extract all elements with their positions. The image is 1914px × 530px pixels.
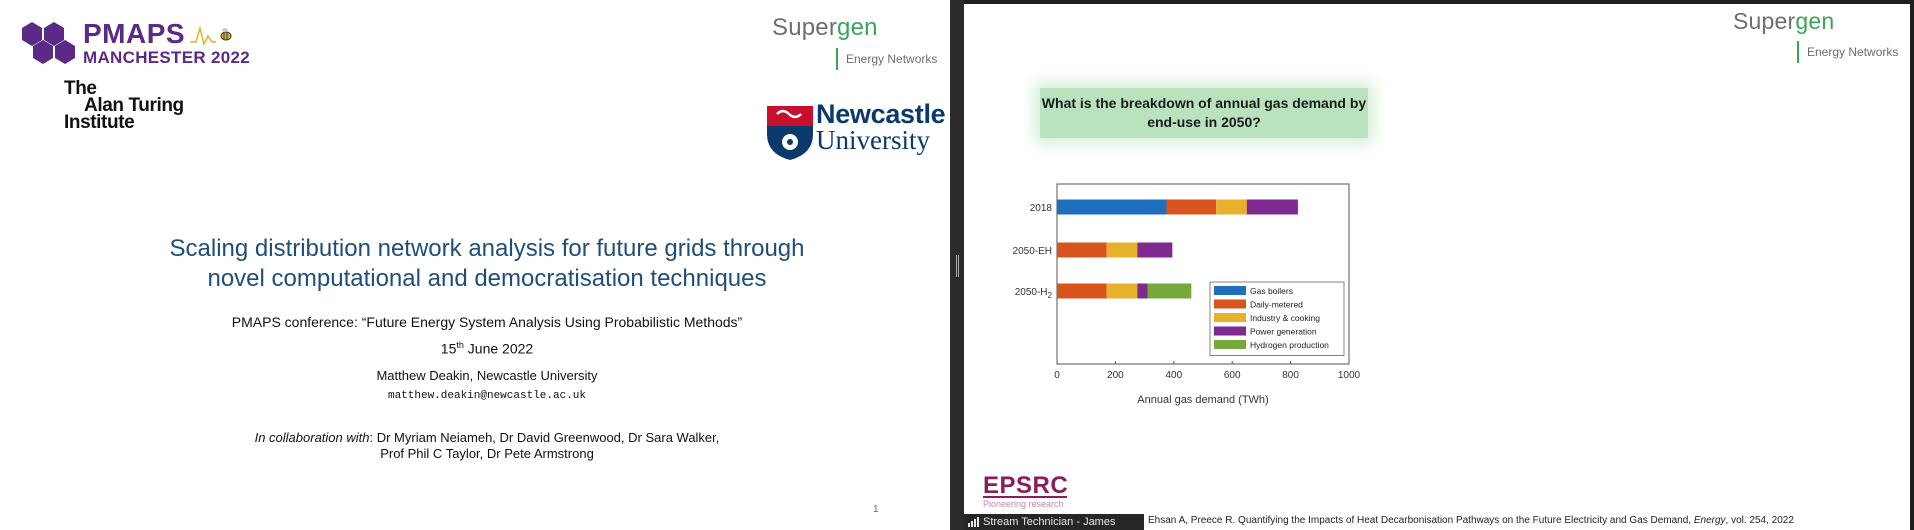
turing-line-1: The: [64, 78, 97, 99]
pmaps-subtitle: MANCHESTER 2022: [83, 48, 250, 67]
legend-label-1: Daily-metered: [1250, 300, 1303, 310]
citation-authors: Ehsan A, Preece R. Quantifying the Impac…: [1148, 515, 1694, 526]
author-email: matthew.deakin@newcastle.ac.uk: [387, 390, 587, 402]
epsrc-underline: [983, 496, 1067, 498]
newcastle-crest-icon: [767, 106, 813, 160]
legend-swatch-1: [1214, 299, 1246, 309]
supergen-wordmark: Supergen: [772, 14, 937, 42]
supergen-logo-right: Supergen Energy Networks: [1733, 8, 1898, 63]
x-axis-label: Annual gas demand (TWh): [1137, 394, 1268, 406]
signal-bars-icon: [968, 517, 979, 527]
bar-2018-series-0: [1057, 199, 1167, 215]
conference-text: PMAPS conference: “Future Energy System …: [231, 314, 743, 330]
collab-line-2: Prof Phil C Taylor, Dr Pete Armstrong: [380, 446, 594, 461]
collab-label: In collaboration with: [254, 430, 370, 445]
x-tick-label-1: 200: [1107, 370, 1124, 381]
legend-label-4: Hydrogen production: [1250, 340, 1329, 350]
supergen-word-gen: gen: [837, 14, 878, 41]
collab-line-1: : Dr Myriam Neiameh, Dr David Greenwood,…: [369, 430, 720, 445]
gas-demand-bar-chart: 2018 2050-EH 2050-H2 0 200 400 600 800 1000 Ann…: [1013, 183, 1361, 406]
supergen-right-word-super: Super: [1733, 8, 1796, 34]
turing-institute-logo: The Alan Turing Institute: [64, 78, 184, 133]
newcastle-line-2: University: [816, 125, 930, 155]
bar-2050H2-series-2: [1106, 283, 1138, 299]
legend-swatch-3: [1214, 326, 1246, 336]
question-banner: What is the breakdown of annual gas dema…: [1040, 88, 1368, 138]
stream-technician-badge[interactable]: Stream Technician - James: [964, 514, 1144, 530]
divider-grip-handle[interactable]: [956, 255, 959, 277]
legend-label-0: Gas boilers: [1250, 286, 1293, 296]
turing-line-3: Institute: [64, 112, 135, 133]
presentation-date: 15th June 2022: [120, 340, 854, 357]
epsrc-logo: EPSRC: [983, 472, 1069, 499]
date-rest: June 2022: [463, 340, 534, 357]
citation-text: Ehsan A, Preece R. Quantifying the Impac…: [1148, 515, 1794, 526]
collaborators-text: In collaboration with: Dr Myriam Neiameh…: [120, 430, 854, 462]
bar-2050EH-series-2: [1106, 242, 1138, 258]
newcastle-line-1: Newcastle: [816, 99, 946, 129]
left-slide: PMAPS MANCHESTER 2022 The Alan Turing In…: [0, 0, 950, 530]
y-tick-label-1: 2050-EH: [1013, 246, 1052, 257]
split-divider[interactable]: [950, 0, 964, 530]
page-number: 1: [873, 504, 879, 515]
supergen-wordmark-right: Supergen: [1733, 8, 1898, 35]
newcastle-university-wordmark: Newcastle University: [816, 99, 946, 155]
stream-technician-label: Stream Technician - James: [983, 516, 1116, 528]
bar-2050EH-series-3: [1137, 242, 1173, 258]
bar-2018-series-2: [1216, 199, 1247, 215]
epsrc-tagline: Pioneering research: [983, 499, 1064, 509]
slide-title: Scaling distribution network analysis fo…: [120, 234, 854, 294]
citation-journal: Energy: [1693, 515, 1726, 526]
x-tick-label-5: 1000: [1338, 370, 1361, 381]
turing-line-2: Alan Turing: [84, 95, 184, 116]
legend-label-2: Industry & cooking: [1250, 313, 1320, 323]
x-tick-label-4: 800: [1282, 370, 1299, 381]
pmaps-hexagon-logo: [22, 22, 75, 64]
supergen-subtitle: Energy Networks: [836, 48, 937, 70]
slide-title-line-1: Scaling distribution network analysis fo…: [169, 235, 805, 262]
bar-2050H2-series-3: [1137, 283, 1148, 299]
supergen-subtitle-right: Energy Networks: [1797, 41, 1898, 63]
y-tick-label-2: 2050-H2: [1015, 287, 1053, 300]
plot-frame: [1056, 183, 1350, 365]
author-text: Matthew Deakin, Newcastle University: [376, 368, 598, 383]
legend-swatch-0: [1214, 286, 1246, 295]
slide-title-line-2: novel computational and democratisation …: [207, 265, 767, 292]
legend-swatch-4: [1214, 340, 1246, 349]
supergen-right-word-gen: gen: [1795, 8, 1835, 34]
bar-2050EH-series-1: [1057, 242, 1107, 258]
legend-label-3: Power generation: [1250, 327, 1317, 337]
pmaps-title: PMAPS: [83, 18, 186, 49]
x-tick-label-3: 600: [1224, 370, 1241, 381]
legend-swatch-2: [1214, 313, 1246, 322]
date-day: 15: [440, 340, 457, 357]
bar-2018-series-1: [1166, 199, 1217, 215]
x-tick-label-2: 400: [1165, 370, 1182, 381]
supergen-word-super: Super: [772, 14, 838, 41]
supergen-logo: Supergen Energy Networks: [772, 14, 937, 70]
date-suffix: th: [456, 340, 464, 350]
y-tick-label-0: 2018: [1030, 203, 1053, 214]
x-tick-label-0: 0: [1054, 370, 1060, 381]
bar-2050H2-series-4: [1147, 283, 1192, 299]
bar-2018-series-3: [1246, 199, 1298, 215]
bar-2050H2-series-1: [1057, 283, 1107, 299]
citation-volume: , vol. 254, 2022: [1725, 515, 1794, 526]
bee-wave-icon: [190, 25, 232, 46]
